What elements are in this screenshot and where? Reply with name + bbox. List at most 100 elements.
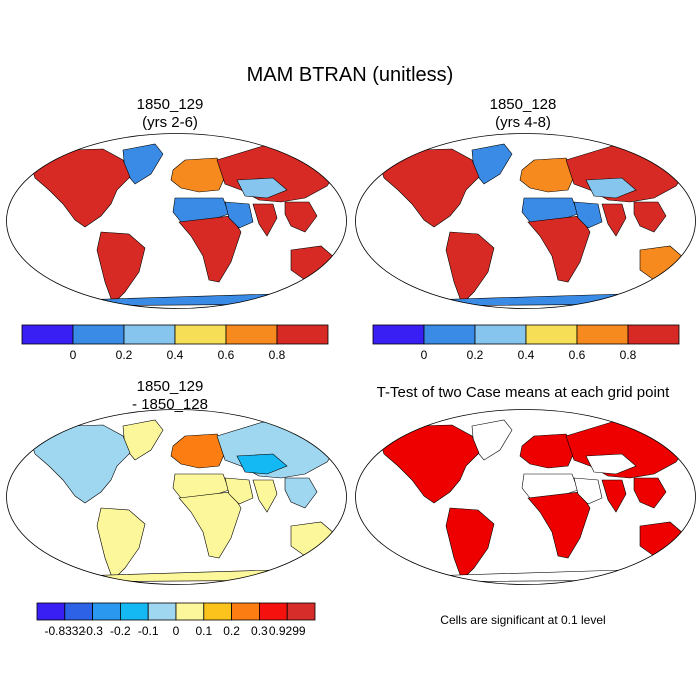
region-south-america <box>96 507 146 581</box>
region-europe <box>519 433 577 469</box>
colorbar-panel-3 <box>36 602 316 621</box>
colorbar-swatch <box>423 324 476 345</box>
region-europe <box>519 157 577 193</box>
region-central-asia <box>236 177 288 199</box>
colorbar-tick-label: -0.2 <box>110 624 131 638</box>
region-antarctica <box>409 569 655 583</box>
colorbar-swatch <box>286 602 316 621</box>
colorbar-tick-label: 0.2 <box>115 348 133 362</box>
region-southeast-asia <box>284 477 318 509</box>
region-arabia <box>224 477 254 505</box>
colorbar-swatch <box>147 602 177 621</box>
colorbar-swatch <box>576 324 629 345</box>
colorbar-tick-label: 0.6 <box>217 348 235 362</box>
colorbar-swatch <box>258 602 288 621</box>
colorbar-tick-label: 0.8 <box>619 348 637 362</box>
region-north-america <box>378 424 480 504</box>
panel-2-title-line2: (yrs 4-8) <box>495 114 551 131</box>
region-australia <box>290 521 336 557</box>
panel-4-title: T-Test of two Case means at each grid po… <box>376 384 670 401</box>
panel-3-title-line1: 1850_129 <box>136 378 204 395</box>
region-southeast-asia <box>284 201 318 233</box>
panel-3-title-line2: - 1850_128 <box>132 396 208 413</box>
region-south-america <box>96 231 146 305</box>
region-central-asia <box>585 177 637 199</box>
map-border <box>355 133 696 309</box>
colorbar-swatch <box>123 324 176 345</box>
colorbar-panel-2 <box>372 324 680 345</box>
region-asia <box>565 421 691 479</box>
colorbar-tick-label: 0 <box>420 348 428 362</box>
colorbar-tick-label: 0.1 <box>195 624 213 638</box>
region-europe <box>170 157 228 193</box>
region-central-asia <box>236 453 288 475</box>
panel-1-title: 1850_129 (yrs 2-6) <box>70 96 270 132</box>
region-asia <box>216 145 342 203</box>
colorbar-swatch <box>72 324 125 345</box>
region-africa <box>527 215 591 283</box>
map-panel-3 <box>6 409 347 585</box>
colorbar-swatch <box>372 324 425 345</box>
region-africa <box>527 491 591 559</box>
region-africa <box>178 491 242 559</box>
colorbar-swatch <box>627 324 680 345</box>
region-antarctica <box>60 569 306 583</box>
region-north-america <box>378 148 480 228</box>
region-europe <box>170 433 228 469</box>
region-north-america <box>29 424 131 504</box>
colorbar-swatch <box>276 324 329 345</box>
colorbar-tick-label: 0.2 <box>223 624 240 638</box>
region-antarctica <box>409 293 655 307</box>
colorbar-swatch <box>175 602 205 621</box>
region-india <box>601 479 627 513</box>
region-central-asia <box>585 453 637 475</box>
colorbar-tick-label: -0.3 <box>82 624 103 638</box>
region-australia <box>639 521 685 557</box>
region-south-america <box>445 507 495 581</box>
region-asia <box>216 421 342 479</box>
colorbar-panel-1 <box>21 324 329 345</box>
colorbar-tick-label: -0.8332 <box>44 624 86 638</box>
panel-2-title-line1: 1850_128 <box>489 96 557 113</box>
region-southeast-asia <box>633 201 667 233</box>
colorbar-swatch <box>120 602 149 621</box>
panel-1-title-line2: (yrs 2-6) <box>142 114 198 131</box>
colorbar-swatch <box>474 324 527 345</box>
colorbar-tick-label: 0.4 <box>517 348 535 362</box>
region-india <box>601 203 627 237</box>
region-australia <box>639 245 685 281</box>
colorbar-swatch <box>525 324 578 345</box>
colorbar-swatch <box>92 602 121 621</box>
colorbar-tick-label: 0 <box>172 624 180 638</box>
region-southeast-asia <box>633 477 667 509</box>
colorbar-swatch <box>36 602 66 621</box>
region-asia <box>565 145 691 203</box>
region-arabia <box>573 477 603 505</box>
map-panel-2 <box>355 133 696 309</box>
region-south-america <box>445 231 495 305</box>
panel-3-title: 1850_129 - 1850_128 <box>70 378 270 414</box>
region-australia <box>290 245 336 281</box>
colorbar-tick-label: 0.9299 <box>268 624 306 638</box>
colorbar-tick-label: 0.2 <box>466 348 484 362</box>
significance-note: Cells are significant at 0.1 level <box>440 613 606 627</box>
map-panel-1 <box>6 133 347 309</box>
region-india <box>252 479 278 513</box>
panel-1-title-line1: 1850_129 <box>136 96 204 113</box>
region-africa <box>178 215 242 283</box>
colorbar-swatch <box>225 324 278 345</box>
colorbar-tick-label: 0.6 <box>568 348 586 362</box>
region-india <box>252 203 278 237</box>
map-border <box>6 133 347 309</box>
colorbar-tick-label: 0.4 <box>166 348 184 362</box>
colorbar-swatch <box>64 602 93 621</box>
panel-2-title: 1850_128 (yrs 4-8) <box>423 96 623 132</box>
map-border <box>6 409 347 585</box>
colorbar-tick-label: 0.8 <box>268 348 286 362</box>
region-antarctica <box>60 293 306 307</box>
colorbar-swatch <box>21 324 74 345</box>
region-arabia <box>573 201 603 229</box>
colorbar-swatch <box>174 324 227 345</box>
region-arabia <box>224 201 254 229</box>
colorbar-tick-label: -0.1 <box>137 624 159 638</box>
